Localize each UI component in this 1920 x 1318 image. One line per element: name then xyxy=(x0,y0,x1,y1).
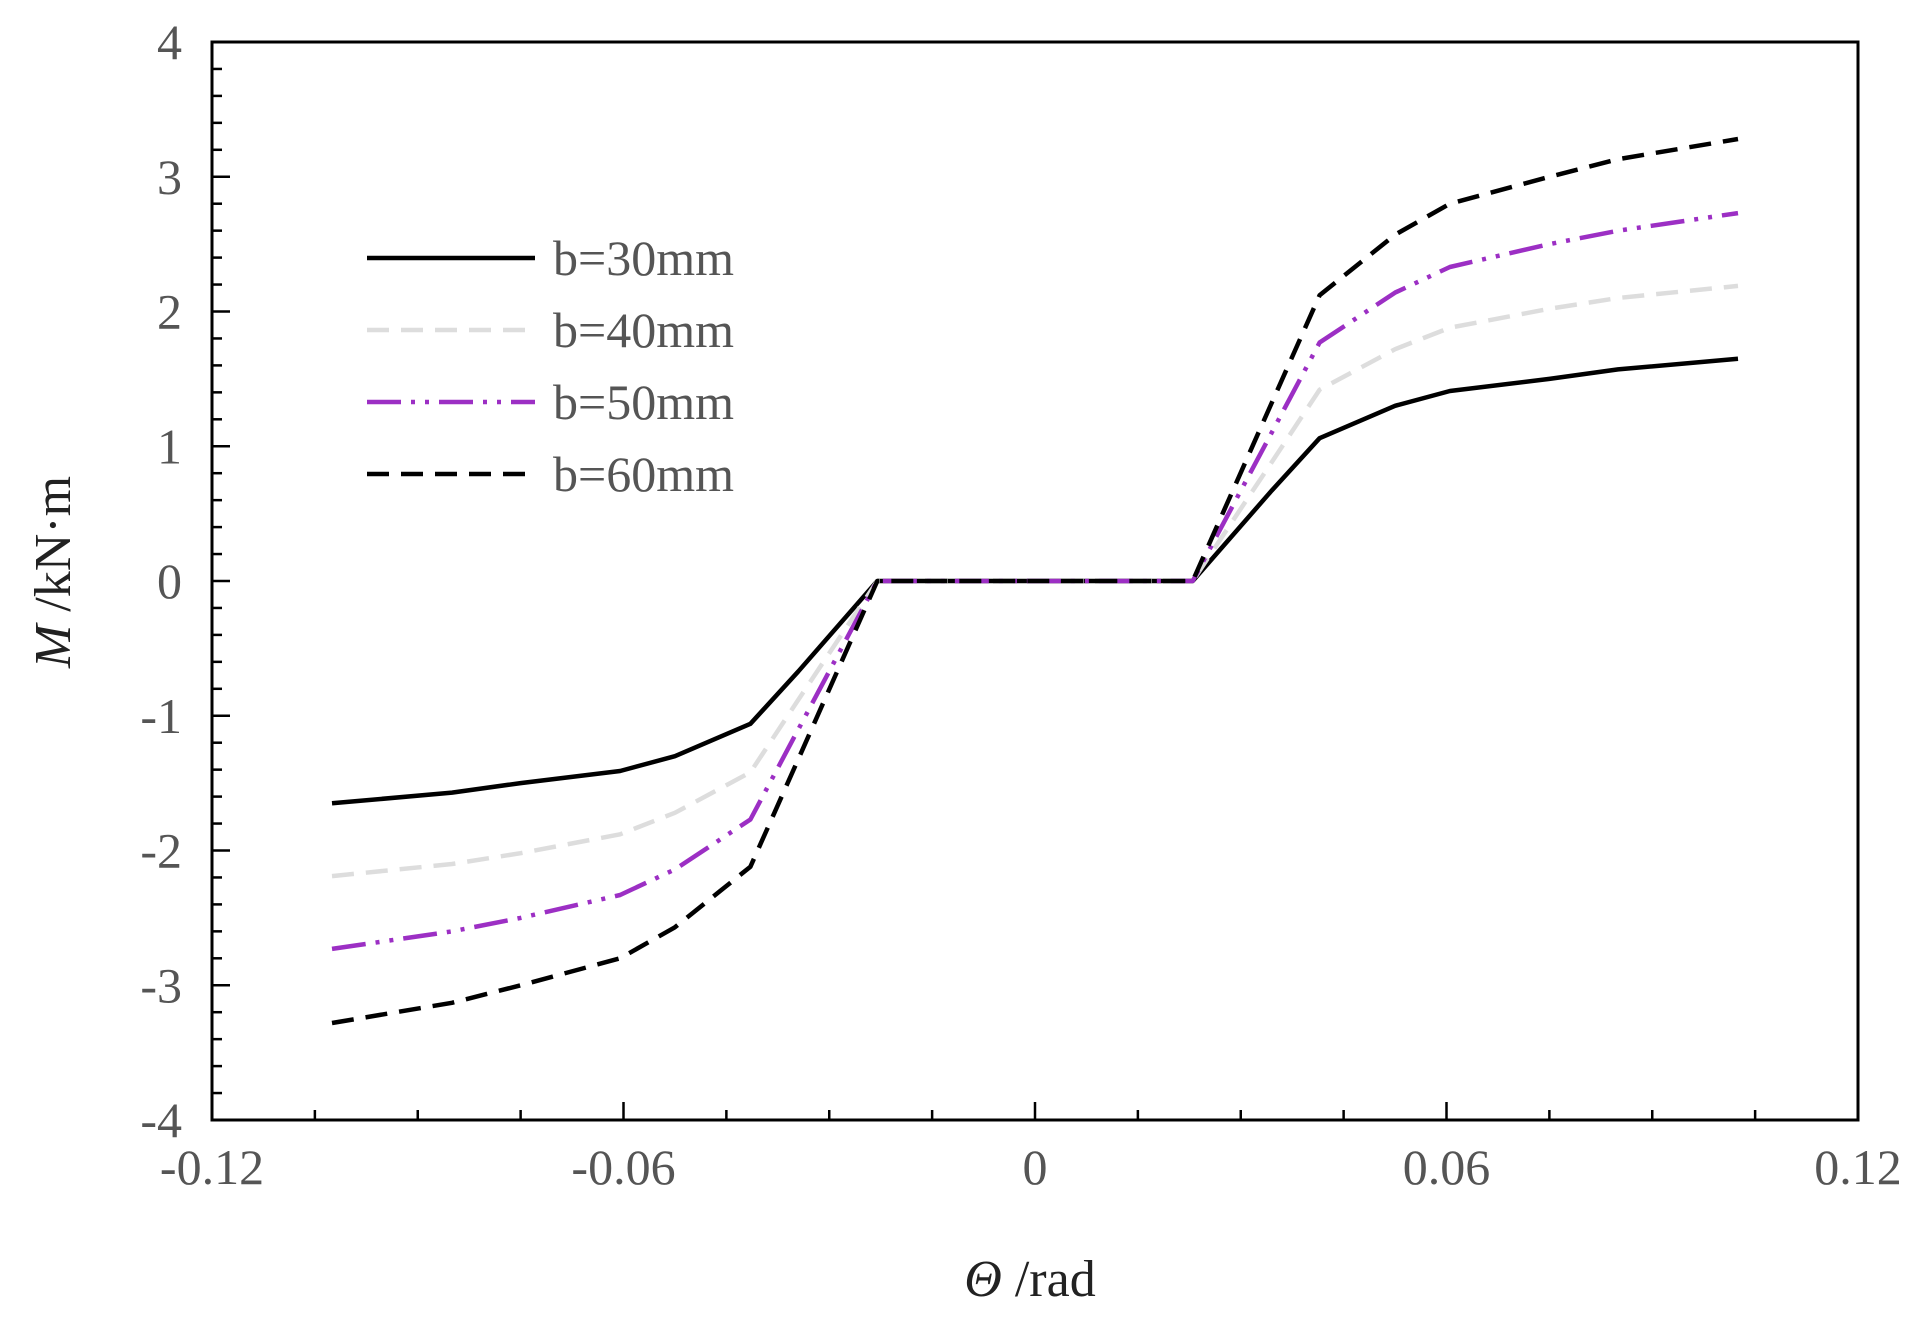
y-tick-label: 3 xyxy=(157,149,182,205)
y-tick-label: -1 xyxy=(140,688,182,744)
x-tick-label: 0 xyxy=(1023,1139,1048,1195)
series-line-b-60mm xyxy=(331,136,1739,1026)
y-tick-label: 0 xyxy=(157,553,182,609)
y-axis-title: M /kN·m xyxy=(25,476,82,669)
y-tick-label: 4 xyxy=(157,14,182,70)
x-tick-label: -0.06 xyxy=(571,1139,675,1195)
x-tick-label: 0.12 xyxy=(1814,1139,1902,1195)
y-axis-unit: /kN·m xyxy=(25,476,82,625)
x-tick-label: -0.12 xyxy=(160,1139,264,1195)
legend-label-b-30mm: b=30mm xyxy=(553,230,734,286)
y-axis-symbol: M xyxy=(25,622,82,669)
legend-label-b-60mm: b=60mm xyxy=(553,446,734,502)
y-tick-label: 2 xyxy=(157,284,182,340)
x-axis-symbol: Θ xyxy=(964,1251,1002,1308)
x-axis-unit: /rad xyxy=(1002,1251,1096,1308)
x-tick-label: 0.06 xyxy=(1403,1139,1491,1195)
legend: b=30mm b=40mm b=50mm b=60mm xyxy=(367,230,734,502)
x-axis-title: Θ /rad xyxy=(964,1251,1095,1308)
y-tick-label: -3 xyxy=(140,957,182,1013)
legend-label-b-50mm: b=50mm xyxy=(553,374,734,430)
y-tick-label: 1 xyxy=(157,418,182,474)
y-tick-label: -2 xyxy=(140,823,182,879)
series-layer xyxy=(331,136,1739,1026)
axis-layer: -0.12 -0.06 0 0.06 0.12 -4 -3 -2 -1 0 1 2 3 4 xyxy=(140,14,1901,1195)
y-tick-label: -4 xyxy=(140,1092,182,1148)
legend-label-b-40mm: b=40mm xyxy=(553,302,734,358)
